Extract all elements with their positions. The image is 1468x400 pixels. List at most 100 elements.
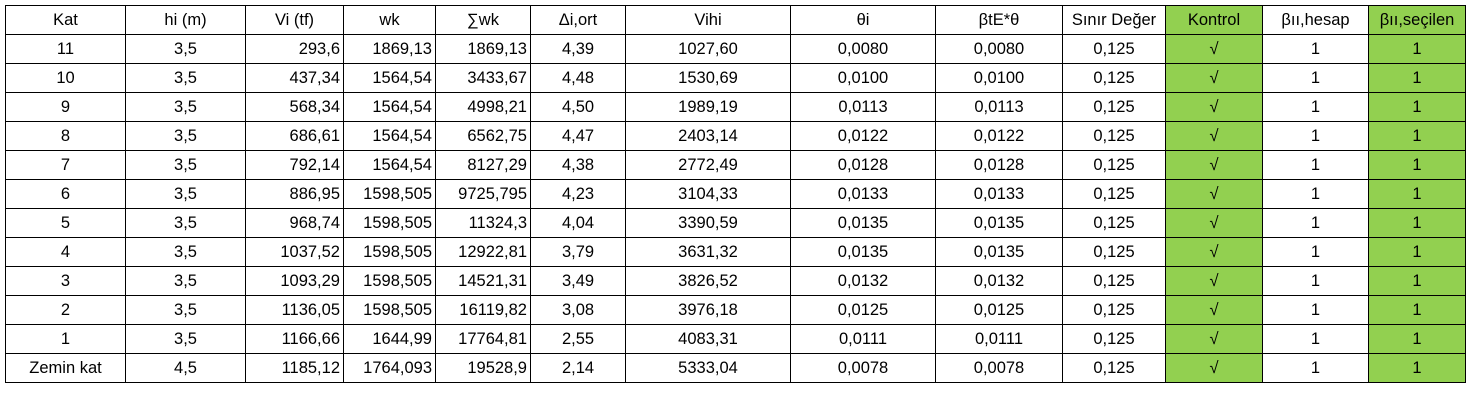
table-cell: 1564,54 [343,92,436,122]
table-cell: 293,6 [245,34,344,64]
table-cell: 9 [5,92,126,122]
table-cell: 1 [1262,324,1369,354]
table-wrapper: Kat hi (m) Vi (tf) wk ∑wk Δi,ort Vihi θi βtE*θ Sı… [5,5,1466,383]
table-row: 8 3,5 686,61 1564,54 6562,75 4,47 2403,14 0,012… [5,121,1466,151]
header-cell: Kat [5,5,126,35]
table-cell: 7 [5,150,126,180]
table-cell: 1598,505 [343,179,436,209]
table-cell: 4,48 [530,63,626,93]
table-cell: 3,5 [125,208,246,238]
table-cell: 1093,29 [245,266,344,296]
table-cell: 1 [1262,121,1369,151]
table-row: 6 3,5 886,95 1598,505 9725,795 4,23 3104,33 0,0… [5,179,1466,209]
table-cell: 3,08 [530,295,626,325]
table-cell: 1 [1262,237,1369,267]
table-row: 2 3,5 1136,05 1598,505 16119,82 3,08 3976,18 0,… [5,295,1466,325]
table-row: Zemin kat 4,5 1185,12 1764,093 19528,9 2,14 53… [5,353,1466,383]
table-cell: 1530,69 [625,63,791,93]
table-cell: 0,0122 [935,121,1063,151]
table-cell: Zemin kat [5,353,126,383]
table-cell: 1 [1262,34,1369,64]
table-cell: 1 [1262,150,1369,180]
table-cell: √ [1165,266,1263,296]
header-cell: Sınır Değer [1062,5,1166,35]
table-cell: 3 [5,266,126,296]
table-cell: 2403,14 [625,121,791,151]
table-cell: 792,14 [245,150,344,180]
table-cell: 0,0111 [790,324,936,354]
table-cell: 1764,093 [343,353,436,383]
table-cell: √ [1165,150,1263,180]
table-cell: √ [1165,121,1263,151]
table-cell: 0,125 [1062,324,1166,354]
table-cell: 2772,49 [625,150,791,180]
table-row: 4 3,5 1037,52 1598,505 12922,81 3,79 3631,32 0,… [5,237,1466,267]
table-cell: 437,34 [245,63,344,93]
table-cell: 1 [1368,150,1466,180]
table-cell: 0,125 [1062,208,1166,238]
table-cell: 0,0133 [935,179,1063,209]
table-cell: 0,0135 [790,208,936,238]
table-cell: 4083,31 [625,324,791,354]
table-cell: 0,0078 [790,353,936,383]
table-cell: 4,5 [125,353,246,383]
table-cell: √ [1165,63,1263,93]
header-cell: Vihi [625,5,791,35]
table-cell: 1 [1368,295,1466,325]
table-cell: 1 [1368,34,1466,64]
table-cell: 4,50 [530,92,626,122]
table-cell: 4,04 [530,208,626,238]
header-cell: Δi,ort [530,5,626,35]
table-row: 9 3,5 568,34 1564,54 4998,21 4,50 1989,19 0,011… [5,92,1466,122]
table-cell: √ [1165,208,1263,238]
table-cell: 1 [1368,237,1466,267]
table-cell: 1 [1262,295,1369,325]
table-cell: 1 [1262,266,1369,296]
table-row: 7 3,5 792,14 1564,54 8127,29 4,38 2772,49 0,012… [5,150,1466,180]
table-cell: 4,47 [530,121,626,151]
table-cell: 1 [1368,63,1466,93]
table-cell: 3,49 [530,266,626,296]
table-cell: 4,23 [530,179,626,209]
table-cell: 0,0080 [935,34,1063,64]
table-cell: 0,0125 [790,295,936,325]
table-cell: 0,125 [1062,266,1166,296]
table-row: 11 3,5 293,6 1869,13 1869,13 4,39 1027,60 0,008… [5,34,1466,64]
table-cell: √ [1165,353,1263,383]
header-cell: Vi (tf) [245,5,344,35]
table-row: 1 3,5 1166,66 1644,99 17764,81 2,55 4083,31 0,0… [5,324,1466,354]
table-row: 3 3,5 1093,29 1598,505 14521,31 3,49 3826,52 0,… [5,266,1466,296]
table-cell: 11324,3 [435,208,531,238]
table-cell: 0,0128 [935,150,1063,180]
header-cell: βıı,hesap [1262,5,1369,35]
table-cell: 3,5 [125,266,246,296]
header-cell: wk [343,5,436,35]
table-cell: 16119,82 [435,295,531,325]
table-cell: 1185,12 [245,353,344,383]
table-cell: 0,125 [1062,353,1166,383]
table-cell: 1 [1262,179,1369,209]
table-cell: 1027,60 [625,34,791,64]
table-cell: 0,0133 [790,179,936,209]
table-cell: 0,0113 [935,92,1063,122]
table-cell: 3,79 [530,237,626,267]
table-cell: 11 [5,34,126,64]
table-cell: 1 [1368,208,1466,238]
table-cell: 3,5 [125,179,246,209]
table-cell: 686,61 [245,121,344,151]
table-cell: 12922,81 [435,237,531,267]
table-cell: 3,5 [125,121,246,151]
table-cell: 0,0128 [790,150,936,180]
table-cell: 1 [1368,324,1466,354]
table-cell: 568,34 [245,92,344,122]
table-cell: 1564,54 [343,150,436,180]
header-cell: Kontrol [1165,5,1263,35]
header-cell: ∑wk [435,5,531,35]
table-cell: 1136,05 [245,295,344,325]
table-cell: 0,125 [1062,150,1166,180]
table-cell: 3,5 [125,150,246,180]
header-row: Kat hi (m) Vi (tf) wk ∑wk Δi,ort Vihi θi βtE*θ Sı… [5,5,1466,35]
table-cell: 3,5 [125,92,246,122]
header-cell: θi [790,5,936,35]
table-cell: 1644,99 [343,324,436,354]
